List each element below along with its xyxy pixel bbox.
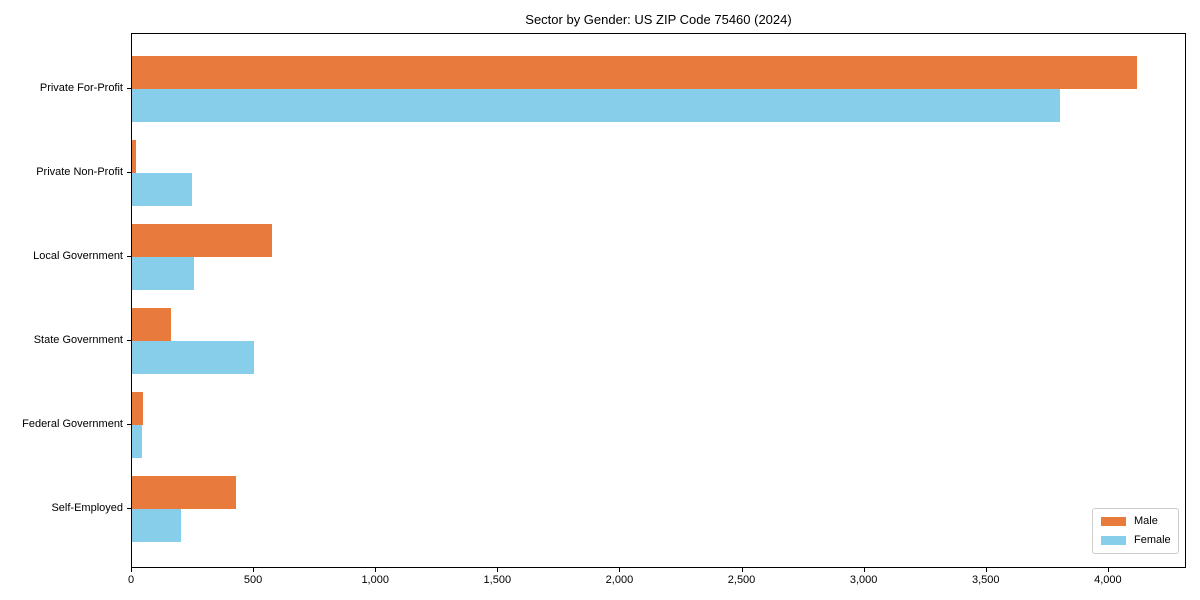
x-tick-mark [1107, 568, 1109, 572]
y-tick-mark [127, 88, 131, 89]
x-tick-mark [253, 568, 255, 572]
bar-male-local-government [132, 224, 273, 257]
y-tick-mark [127, 172, 131, 173]
y-tick-mark [127, 424, 131, 425]
x-axis-tick-label: 2,500 [727, 574, 756, 586]
bar-female-federal-government [132, 425, 142, 458]
x-tick-mark [131, 568, 132, 572]
x-axis-tick-label: 0 [127, 574, 135, 586]
chart-title: Sector by Gender: US ZIP Code 75460 (202… [525, 12, 792, 27]
plot-area [131, 33, 1186, 568]
x-tick-mark [619, 568, 621, 572]
x-tick-mark [375, 568, 377, 572]
legend-swatch-female [1101, 536, 1126, 545]
y-tick-mark [127, 340, 131, 341]
bar-male-federal-government [132, 392, 143, 425]
y-tick-mark [127, 508, 131, 509]
x-tick-mark [741, 568, 743, 572]
legend: Male Female [1092, 508, 1179, 554]
x-axis-tick-label: 500 [243, 574, 263, 586]
legend-item-male: Male [1101, 514, 1170, 529]
y-axis-label-private-for-profit: Private For-Profit [39, 82, 123, 94]
y-axis-label-self-employed: Self-Employed [51, 502, 123, 514]
bar-female-self-employed [132, 509, 181, 542]
y-axis-label-federal-government: Federal Government [22, 418, 123, 430]
bar-male-private-for-profit [132, 56, 1137, 89]
bar-female-local-government [132, 257, 195, 290]
bar-male-private-non-profit [132, 140, 136, 173]
legend-item-female: Female [1101, 533, 1171, 548]
x-axis-tick-label: 4,000 [1094, 574, 1122, 586]
y-axis-label-local-government: Local Government [33, 250, 123, 262]
x-tick-mark [497, 568, 499, 572]
bar-female-state-government [132, 341, 255, 374]
x-axis-tick-label: 3,500 [971, 574, 1000, 586]
x-axis-tick-label: 1,000 [361, 574, 389, 586]
x-tick-mark [863, 568, 865, 572]
bar-male-state-government [132, 308, 172, 341]
legend-swatch-male [1101, 517, 1126, 526]
bar-female-private-for-profit [132, 89, 1060, 122]
bar-female-private-non-profit [132, 173, 192, 206]
x-tick-mark [985, 568, 987, 572]
y-axis-label-state-government: State Government [33, 334, 123, 346]
bar-male-self-employed [132, 476, 236, 509]
x-axis-tick-label: 1,500 [483, 574, 512, 586]
legend-label-female: Female [1134, 534, 1171, 546]
legend-label-male: Male [1134, 515, 1158, 527]
y-axis-label-private-non-profit: Private Non-Profit [36, 166, 123, 178]
x-axis-tick-label: 3,000 [849, 574, 878, 586]
y-tick-mark [127, 256, 131, 257]
x-axis-tick-label: 2,000 [605, 574, 634, 586]
